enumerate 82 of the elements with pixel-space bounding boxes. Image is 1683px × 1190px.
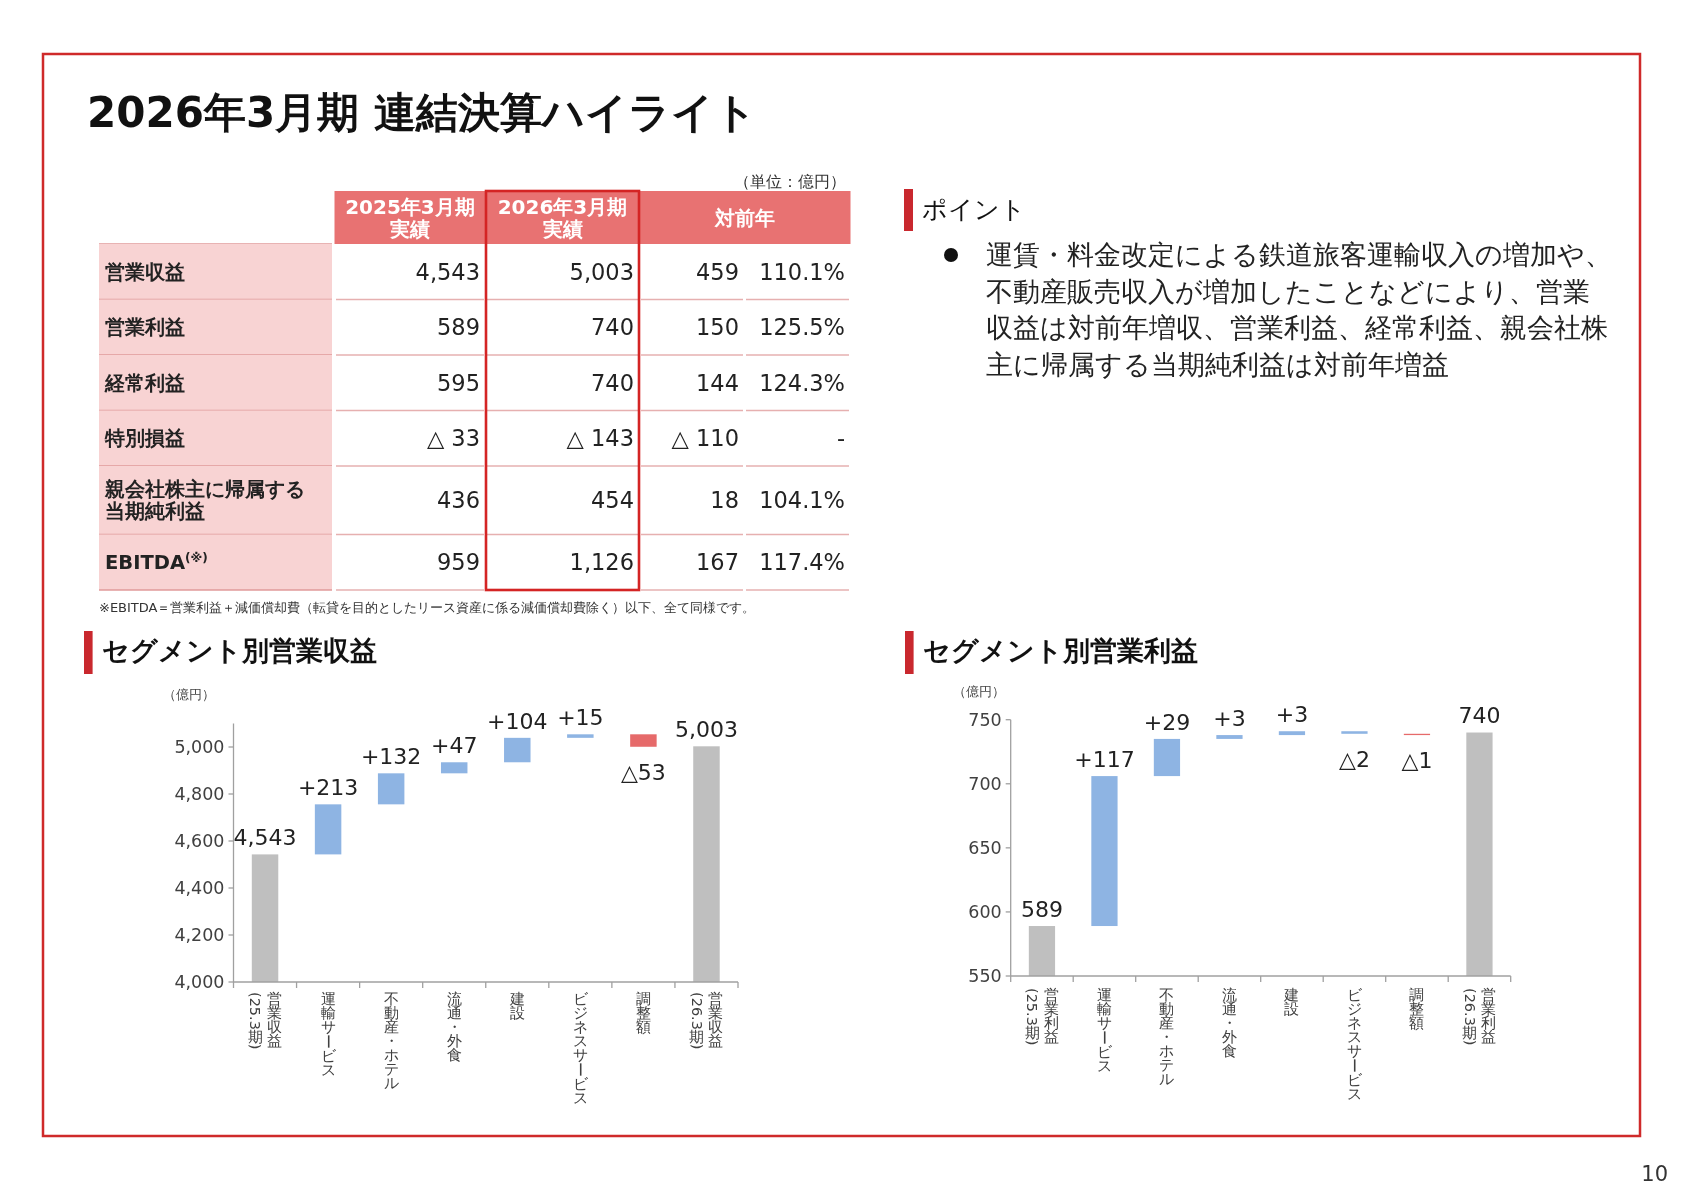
data-label: +29 — [1143, 709, 1191, 735]
text: 124.3% — [759, 369, 845, 396]
text: 1,126 — [569, 549, 634, 576]
y-tick-label: 550 — [968, 966, 1002, 987]
category-label: 営業収益 — [105, 260, 185, 284]
y-tick-label: 650 — [968, 838, 1002, 859]
data-label: +47 — [431, 733, 478, 759]
chart-title: セグメント別営業収益 — [102, 634, 377, 666]
text: ※EBITDA＝営業利益＋減価償却費（転貸を目的としたリース資産に係る減価償却費除く）以下、全て同様です。 — [99, 599, 756, 615]
category-label: 2025年3月期実績 — [345, 194, 475, 241]
data-label: +117 — [1074, 747, 1135, 773]
data-label: 5,003 — [674, 717, 738, 743]
x-tick-label: 調整額 — [635, 991, 651, 1036]
y-tick-label: 4,200 — [174, 925, 225, 946]
data-label: 740 — [1458, 703, 1501, 729]
text: △ 110 — [671, 425, 739, 452]
data-label: △1 — [1401, 748, 1433, 773]
text: - — [836, 425, 845, 452]
category-label: 経常利益 — [105, 371, 185, 395]
text: 125.5% — [759, 314, 845, 341]
text: △ 33 — [426, 425, 480, 452]
text: 459 — [696, 258, 739, 285]
y-tick-label: 5,000 — [174, 737, 225, 758]
x-tick-label: 流通・外食 — [446, 991, 462, 1064]
data-label: +213 — [297, 775, 359, 801]
text: 959 — [437, 549, 480, 576]
text: 2026年3月期 連結決算ハイライト — [87, 88, 757, 138]
y-tick-label: 4,400 — [174, 878, 225, 899]
text: 436 — [437, 487, 480, 514]
category-label: 営業利益 — [105, 316, 185, 340]
x-tick-label: ビジネスサービス — [572, 991, 589, 1106]
x-tick-label: 建設 — [1283, 987, 1300, 1018]
text: 454 — [591, 487, 634, 514]
y-axis-title: （億円） — [953, 683, 1005, 699]
y-tick-label: 4,000 — [174, 972, 225, 993]
x-tick-label: 不動産・ホテル — [1159, 987, 1175, 1087]
y-tick-label: 600 — [968, 902, 1002, 923]
text: 10 — [1641, 1161, 1668, 1186]
data-label: +132 — [360, 744, 422, 770]
text: 589 — [437, 314, 480, 341]
text: ポイント — [922, 195, 1026, 224]
data-label: +15 — [557, 705, 604, 731]
y-tick-label: 700 — [968, 774, 1002, 795]
text: 運賃・料金改定による鉄道旅客運輸収入の増加や、不動産販売収入が増加したことなどにより、営業収益は対前年増収、営業利益、経常利益、親会社株主に帰属する当期純利益は対前年増益 — [986, 239, 1612, 380]
category-label: EBITDA$^{(※)}$ — [105, 551, 208, 575]
x-tick-label: 流通・外食 — [1221, 987, 1237, 1060]
data-label: +3 — [1275, 702, 1309, 728]
y-axis-title: （億円） — [163, 686, 215, 702]
y-tick-label: 4,800 — [174, 784, 225, 805]
y-tick-label: 4,600 — [174, 831, 225, 852]
data-label: +3 — [1213, 706, 1246, 731]
text: 104.1% — [759, 487, 845, 514]
chart-title: セグメント別営業利益 — [923, 634, 1198, 666]
data-label: △2 — [1338, 746, 1370, 772]
category-label: 親会社株主に帰属する当期純利益 — [105, 478, 305, 524]
text: 740 — [591, 369, 634, 396]
text: （単位：億円） — [734, 172, 846, 191]
data-label: 4,543 — [233, 825, 297, 851]
category-label: 2026年3月期実績 — [497, 194, 628, 241]
x-tick-label: 運輸サービス — [1096, 987, 1113, 1075]
text: 18 — [710, 487, 739, 514]
data-label: 589 — [1020, 896, 1063, 922]
text: 110.1% — [759, 258, 845, 285]
category-label: 対前年 — [714, 205, 775, 230]
text: 150 — [696, 314, 739, 341]
text: 117.4% — [759, 549, 845, 576]
text: 4,543 — [415, 258, 480, 285]
text: 167 — [696, 549, 739, 576]
text: 595 — [437, 369, 480, 396]
text: 740 — [591, 314, 634, 341]
category-label: 特別損益 — [105, 427, 185, 451]
x-tick-label: 建設 — [508, 991, 525, 1022]
x-tick-label: 運輸サービス — [319, 991, 337, 1079]
data-label: +104 — [487, 708, 548, 734]
text: △ 143 — [566, 425, 634, 452]
data-label: △53 — [620, 759, 666, 785]
x-tick-label: 調整額 — [1409, 987, 1425, 1032]
x-tick-label: ビジネスサービス — [1346, 987, 1363, 1102]
text: 144 — [696, 369, 739, 396]
x-tick-label: 不動産・ホテル — [383, 991, 399, 1091]
text: 5,003 — [569, 258, 634, 285]
y-tick-label: 750 — [968, 710, 1002, 730]
